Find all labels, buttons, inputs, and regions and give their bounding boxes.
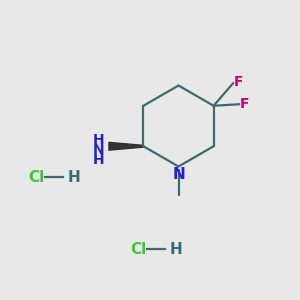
Text: Cl: Cl: [130, 242, 147, 256]
Text: N: N: [172, 167, 185, 182]
Text: H: H: [93, 153, 104, 167]
Text: F: F: [234, 75, 243, 89]
Text: H: H: [93, 133, 104, 147]
Text: F: F: [240, 97, 249, 111]
Text: N: N: [93, 143, 104, 157]
Polygon shape: [109, 142, 143, 150]
Text: Cl: Cl: [28, 169, 45, 184]
Text: H: H: [68, 169, 80, 184]
Text: H: H: [169, 242, 182, 256]
